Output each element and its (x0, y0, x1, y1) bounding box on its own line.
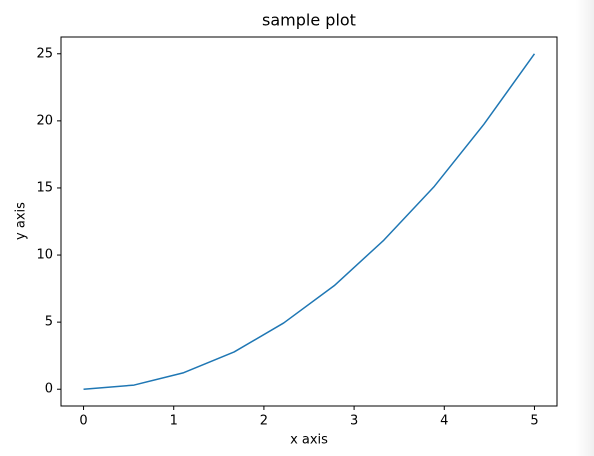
x-tick-label: 2 (260, 414, 268, 429)
y-axis-label: y axis (14, 202, 29, 240)
y-tick-label: 25 (36, 46, 53, 61)
chart-title: sample plot (262, 11, 356, 30)
y-tick-label: 20 (36, 113, 53, 128)
x-tick-label: 5 (530, 414, 538, 429)
y-tick-label: 0 (45, 382, 53, 397)
data-line (83, 53, 536, 390)
window-edge (576, 0, 594, 456)
y-tick-label: 10 (36, 248, 53, 263)
x-tick-label: 0 (79, 414, 87, 429)
plot-frame (60, 36, 558, 407)
x-tick-label: 4 (440, 414, 448, 429)
x-tick-label: 3 (350, 414, 358, 429)
y-tick-label: 5 (45, 315, 53, 330)
x-axis-label: x axis (290, 433, 328, 448)
x-tick-label: 1 (170, 414, 178, 429)
y-tick-label: 15 (36, 180, 53, 195)
